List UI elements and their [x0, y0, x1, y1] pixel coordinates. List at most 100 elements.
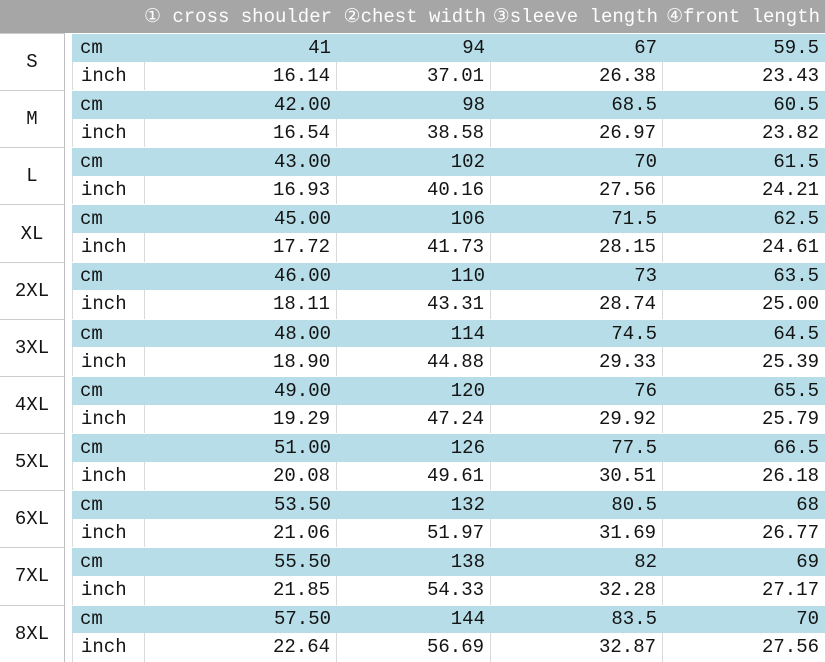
- unit-label-inch: inch: [72, 575, 145, 605]
- inch-value-front-length: 27.56: [663, 633, 825, 662]
- inch-value-sleeve-length: 29.33: [491, 347, 663, 376]
- inch-value-sleeve-length: 29.92: [491, 404, 663, 434]
- unit-label-inch: inch: [72, 290, 145, 319]
- inch-value-sleeve-length: 28.15: [491, 233, 663, 262]
- cm-value-chest-width: 98: [337, 90, 491, 119]
- cm-value-cross-shoulder: 42.00: [145, 90, 337, 119]
- size-label: M: [0, 90, 65, 148]
- unit-label-inch: inch: [72, 175, 145, 205]
- cm-value-front-length: 64.5: [663, 318, 825, 348]
- inch-value-sleeve-length: 26.38: [491, 61, 663, 91]
- size-label: 7XL: [0, 547, 65, 605]
- inch-value-front-length: 26.18: [663, 461, 825, 491]
- size-block: XL cm 45.00 106 71.5 62.5 inch 17.72 41.…: [0, 204, 825, 262]
- header-cell-chest-width: ②chest width: [343, 6, 486, 28]
- header-cell-cross-shoulder: ① cross shoulder: [143, 6, 332, 28]
- table-header-row: ① cross shoulder ②chest width ③sleeve le…: [0, 0, 825, 33]
- cm-value-front-length: 66.5: [663, 433, 825, 462]
- unit-label-inch: inch: [72, 461, 145, 491]
- cm-value-chest-width: 126: [337, 433, 491, 462]
- cm-value-front-length: 70: [663, 604, 825, 634]
- size-block: 7XL cm 55.50 138 82 69 inch 21.85 54.33 …: [0, 547, 825, 605]
- cm-value-front-length: 59.5: [663, 33, 825, 62]
- cm-value-chest-width: 132: [337, 490, 491, 519]
- unit-label-inch: inch: [72, 233, 145, 262]
- size-block: 2XL cm 46.00 110 73 63.5 inch 18.11 43.3…: [0, 261, 825, 319]
- cm-value-cross-shoulder: 51.00: [145, 433, 337, 462]
- size-label: L: [0, 147, 65, 205]
- cm-value-front-length: 65.5: [663, 375, 825, 405]
- cm-value-chest-width: 114: [337, 318, 491, 348]
- inch-value-front-length: 26.77: [663, 518, 825, 548]
- inch-value-cross-shoulder: 18.11: [145, 290, 337, 319]
- size-label: 3XL: [0, 318, 65, 376]
- inch-value-sleeve-length: 32.87: [491, 633, 663, 662]
- cm-value-cross-shoulder: 43.00: [145, 147, 337, 176]
- unit-label-inch: inch: [72, 118, 145, 148]
- size-label: S: [0, 33, 65, 91]
- inch-value-sleeve-length: 27.56: [491, 175, 663, 205]
- size-label: 6XL: [0, 490, 65, 548]
- cm-value-front-length: 61.5: [663, 147, 825, 176]
- cm-value-sleeve-length: 68.5: [491, 90, 663, 119]
- size-block: 6XL cm 53.50 132 80.5 68 inch 21.06 51.9…: [0, 490, 825, 548]
- cm-value-cross-shoulder: 49.00: [145, 375, 337, 405]
- size-label: 8XL: [0, 604, 65, 662]
- inch-value-front-length: 25.00: [663, 290, 825, 319]
- cm-value-cross-shoulder: 41: [145, 33, 337, 62]
- cm-value-sleeve-length: 80.5: [491, 490, 663, 519]
- unit-label-cm: cm: [72, 90, 145, 119]
- inch-value-front-length: 25.79: [663, 404, 825, 434]
- cm-value-front-length: 60.5: [663, 90, 825, 119]
- size-block: 4XL cm 49.00 120 76 65.5 inch 19.29 47.2…: [0, 375, 825, 434]
- inch-value-front-length: 25.39: [663, 347, 825, 376]
- unit-label-cm: cm: [72, 318, 145, 348]
- header-cell-front-length: ④front length: [666, 6, 820, 28]
- size-block: M cm 42.00 98 68.5 60.5 inch 16.54 38.58…: [0, 90, 825, 148]
- cm-value-cross-shoulder: 45.00: [145, 204, 337, 234]
- unit-label-inch: inch: [72, 633, 145, 662]
- unit-label-inch: inch: [72, 61, 145, 91]
- inch-value-sleeve-length: 28.74: [491, 290, 663, 319]
- cm-value-chest-width: 94: [337, 33, 491, 62]
- inch-value-chest-width: 56.69: [337, 633, 491, 662]
- inch-value-chest-width: 49.61: [337, 461, 491, 491]
- unit-label-cm: cm: [72, 433, 145, 462]
- cm-value-sleeve-length: 70: [491, 147, 663, 176]
- inch-value-front-length: 27.17: [663, 575, 825, 605]
- cm-value-cross-shoulder: 55.50: [145, 547, 337, 576]
- cm-value-front-length: 62.5: [663, 204, 825, 234]
- inch-value-chest-width: 41.73: [337, 233, 491, 262]
- unit-label-cm: cm: [72, 33, 145, 62]
- inch-value-sleeve-length: 32.28: [491, 575, 663, 605]
- inch-value-chest-width: 51.97: [337, 518, 491, 548]
- cm-value-cross-shoulder: 48.00: [145, 318, 337, 348]
- unit-label-cm: cm: [72, 147, 145, 176]
- size-block: L cm 43.00 102 70 61.5 inch 16.93 40.16 …: [0, 147, 825, 205]
- inch-value-cross-shoulder: 16.54: [145, 118, 337, 148]
- size-label: 4XL: [0, 375, 65, 434]
- unit-label-cm: cm: [72, 204, 145, 234]
- cm-value-chest-width: 120: [337, 375, 491, 405]
- cm-value-sleeve-length: 83.5: [491, 604, 663, 634]
- cm-value-sleeve-length: 71.5: [491, 204, 663, 234]
- cm-value-sleeve-length: 74.5: [491, 318, 663, 348]
- cm-value-chest-width: 110: [337, 261, 491, 291]
- table-body: S cm 41 94 67 59.5 inch 16.14 37.01 26.3…: [0, 33, 825, 662]
- cm-value-chest-width: 106: [337, 204, 491, 234]
- inch-value-cross-shoulder: 20.08: [145, 461, 337, 491]
- cm-value-chest-width: 102: [337, 147, 491, 176]
- size-label: XL: [0, 204, 65, 262]
- size-block: S cm 41 94 67 59.5 inch 16.14 37.01 26.3…: [0, 33, 825, 91]
- size-label: 5XL: [0, 433, 65, 491]
- cm-value-cross-shoulder: 57.50: [145, 604, 337, 634]
- size-block: 3XL cm 48.00 114 74.5 64.5 inch 18.90 44…: [0, 318, 825, 376]
- inch-value-chest-width: 54.33: [337, 575, 491, 605]
- size-block: 5XL cm 51.00 126 77.5 66.5 inch 20.08 49…: [0, 433, 825, 491]
- inch-value-chest-width: 38.58: [337, 118, 491, 148]
- cm-value-chest-width: 138: [337, 547, 491, 576]
- inch-value-cross-shoulder: 17.72: [145, 233, 337, 262]
- inch-value-front-length: 23.43: [663, 61, 825, 91]
- inch-value-front-length: 24.61: [663, 233, 825, 262]
